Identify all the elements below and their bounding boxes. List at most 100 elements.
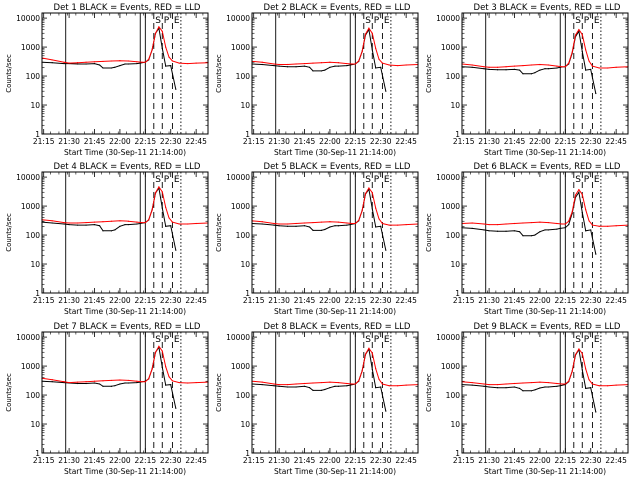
data-point-lld: [505, 223, 507, 225]
data-point-events: [295, 386, 297, 388]
data-point-lld: [574, 353, 577, 356]
event-marker-label: S: [575, 335, 581, 345]
plot-frame: [461, 331, 629, 454]
data-point-lld: [168, 217, 170, 219]
data-point-events: [286, 225, 289, 227]
data-point-lld: [144, 221, 146, 224]
data-point-lld: [337, 62, 339, 64]
data-point-events: [124, 63, 126, 65]
data-point-events: [539, 231, 541, 233]
data-point-events: [380, 225, 382, 227]
data-point-events: [595, 411, 597, 413]
data-point-events: [161, 207, 163, 209]
data-point-events: [110, 385, 113, 387]
data-point-events: [334, 65, 336, 67]
data-point-lld: [471, 64, 473, 66]
data-point-events: [534, 389, 536, 391]
x-tick-label: 21:15: [33, 137, 55, 146]
y-tick-label: 10000: [436, 14, 460, 23]
data-point-lld: [346, 62, 348, 65]
data-point-lld: [607, 385, 609, 387]
data-point-events: [278, 385, 280, 387]
data-point-events: [380, 66, 382, 68]
data-point-events: [98, 64, 101, 66]
data-point-lld: [354, 383, 356, 385]
data-point-lld: [161, 350, 163, 352]
x-tick-label: 22:00: [109, 296, 131, 305]
series-line-events: [461, 29, 597, 94]
data-point-events: [136, 62, 138, 65]
event-marker-label: P: [164, 16, 170, 26]
x-tick-label: 21:15: [33, 456, 55, 465]
data-point-lld: [171, 221, 174, 223]
x-tick-label: 22:00: [529, 456, 551, 465]
data-point-events: [505, 69, 507, 71]
data-point-events: [337, 65, 339, 67]
data-point-events: [346, 64, 348, 67]
data-point-lld: [556, 382, 558, 385]
data-point-lld: [85, 221, 87, 224]
data-point-lld: [496, 223, 499, 226]
plot-frame: [41, 12, 209, 135]
event-marker-label: E: [174, 335, 180, 345]
data-point-events: [380, 386, 382, 388]
data-point-events: [127, 382, 129, 384]
data-point-lld: [513, 65, 516, 67]
data-point-lld: [591, 65, 594, 67]
data-point-lld: [351, 63, 353, 65]
plot-frame: [251, 331, 419, 454]
data-point-lld: [471, 381, 473, 384]
event-marker-label: P: [374, 175, 380, 185]
data-point-lld: [483, 223, 485, 225]
data-point-events: [581, 211, 583, 214]
data-point-lld: [358, 380, 360, 382]
data-point-events: [303, 65, 306, 67]
data-point-events: [578, 191, 580, 193]
data-point-lld: [178, 381, 180, 384]
data-point-lld: [483, 66, 485, 68]
event-marker-label: S: [365, 175, 371, 185]
x-tick-label: 22:45: [185, 137, 207, 146]
plot-frame: [251, 171, 419, 294]
data-point-events: [534, 72, 536, 74]
y-axis-label: Counts/sec: [425, 213, 433, 252]
data-point-events: [564, 227, 566, 229]
data-point-lld: [354, 63, 356, 65]
x-tick-label: 21:15: [453, 456, 475, 465]
data-point-lld: [615, 384, 617, 386]
y-tick-label: 100: [446, 231, 461, 240]
event-marker-label: E: [174, 16, 180, 26]
data-point-lld: [530, 64, 533, 66]
data-point-lld: [102, 60, 104, 63]
data-point-events: [175, 407, 177, 409]
x-tick-label: 22:30: [160, 296, 182, 305]
data-point-lld: [337, 221, 339, 223]
data-point-events: [534, 234, 536, 236]
data-point-lld: [158, 186, 160, 188]
data-point-lld: [141, 381, 143, 383]
event-marker-label: S: [155, 335, 161, 345]
data-point-events: [329, 226, 331, 228]
data-point-events: [175, 88, 177, 90]
data-point-events: [119, 383, 121, 385]
data-point-lld: [110, 220, 113, 222]
data-point-events: [581, 50, 583, 53]
data-point-events: [308, 66, 311, 68]
data-point-lld: [102, 380, 104, 382]
x-tick-label: 22:45: [185, 456, 207, 465]
data-point-lld: [364, 192, 367, 195]
data-point-events: [530, 390, 533, 392]
data-point-events: [488, 386, 490, 388]
y-tick-label: 1000: [21, 362, 40, 371]
data-point-events: [522, 390, 524, 392]
data-point-events: [547, 229, 549, 231]
data-point-lld: [615, 66, 617, 68]
data-point-lld: [375, 47, 377, 50]
data-point-lld: [161, 191, 163, 193]
data-point-lld: [85, 61, 87, 63]
data-point-events: [85, 382, 87, 385]
data-point-lld: [110, 60, 113, 62]
event-marker-label: E: [384, 16, 390, 26]
x-axis-label: Start Time (30-Sep-11 21:14:00): [484, 307, 606, 316]
data-point-lld: [561, 383, 563, 385]
